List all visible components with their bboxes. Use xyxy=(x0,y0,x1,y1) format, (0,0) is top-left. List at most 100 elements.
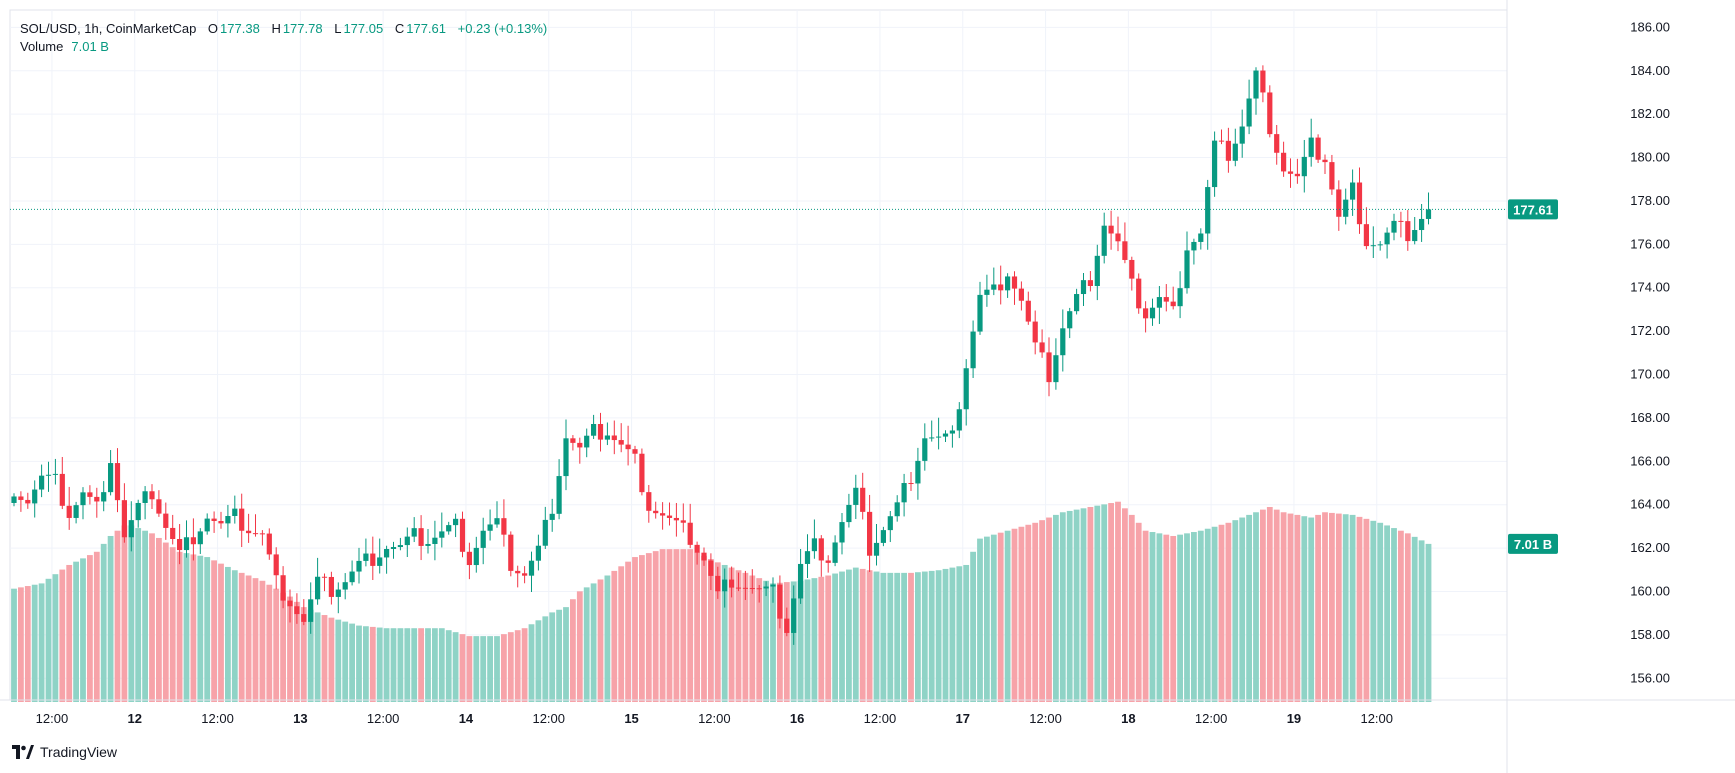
volume-bar xyxy=(921,571,928,702)
volume-bar xyxy=(908,572,914,702)
volume-bar xyxy=(349,623,355,702)
volume-bar xyxy=(783,582,790,702)
candle-body xyxy=(315,576,321,600)
volume-bar xyxy=(935,570,942,702)
candle-body xyxy=(397,545,403,548)
volume-bar xyxy=(162,542,169,702)
volume-bar xyxy=(328,617,335,702)
time-tick-label: 12:00 xyxy=(367,711,400,726)
candle-body xyxy=(818,538,824,561)
volume-bar xyxy=(1239,517,1246,702)
volume-legend[interactable]: Volume 7.01 B xyxy=(20,38,109,56)
volume-bar xyxy=(335,619,342,702)
volume-bar xyxy=(570,599,576,702)
candle-body xyxy=(1322,159,1328,163)
candle-body xyxy=(1115,233,1121,242)
volume-bar xyxy=(487,636,493,702)
candle-body xyxy=(66,505,72,518)
volume-bar xyxy=(204,557,211,702)
candle-body xyxy=(1274,134,1280,153)
candle-body xyxy=(777,584,783,619)
candle-body xyxy=(239,508,245,531)
volume-bar xyxy=(1308,517,1315,702)
candle-body xyxy=(639,453,645,493)
candle-body xyxy=(1053,355,1059,383)
price-tick-label: 170.00 xyxy=(1630,367,1670,382)
candle-body xyxy=(1094,255,1100,286)
volume-bar xyxy=(977,538,983,702)
candle-body xyxy=(1039,342,1045,353)
volume-bar xyxy=(1294,514,1301,702)
volume-bar xyxy=(1377,522,1384,702)
candle-body xyxy=(763,586,769,589)
candle-body xyxy=(266,533,272,555)
volume-bar xyxy=(1232,520,1239,702)
candle-body xyxy=(432,537,438,544)
volume-bar xyxy=(818,576,825,702)
candle-body xyxy=(1060,328,1066,356)
volume-bar xyxy=(887,572,894,702)
candle-body xyxy=(825,560,831,563)
price-tick-label: 158.00 xyxy=(1630,627,1670,642)
candle-body xyxy=(197,531,203,545)
candle-body xyxy=(218,520,224,524)
volume-bar xyxy=(639,555,645,702)
volume-bar xyxy=(542,616,549,702)
candle-body xyxy=(549,513,555,520)
candle-body xyxy=(1067,311,1073,329)
candle-body xyxy=(1177,288,1183,307)
candle-body xyxy=(190,537,196,545)
volume-bar xyxy=(383,628,390,702)
candle-body xyxy=(156,499,162,514)
time-tick-label: 15 xyxy=(624,711,638,726)
candle-body xyxy=(1350,182,1356,200)
candle-body xyxy=(860,487,866,512)
candle-body xyxy=(853,487,859,505)
candle-body xyxy=(1156,297,1162,308)
volume-bar xyxy=(763,580,769,702)
candle-body xyxy=(1087,280,1093,286)
candle-body xyxy=(832,542,838,563)
volume-bar xyxy=(873,571,880,702)
candle-body xyxy=(480,530,486,548)
volume-bar xyxy=(942,568,949,702)
candle-body xyxy=(749,588,755,590)
volume-bar xyxy=(1004,530,1011,702)
volume-bar xyxy=(852,567,859,702)
volume-bar xyxy=(432,628,438,702)
tradingview-brand[interactable]: TradingView xyxy=(12,744,117,760)
candle-body xyxy=(87,492,93,497)
candle-body xyxy=(515,570,521,574)
candle-body xyxy=(308,599,314,622)
volume-bar xyxy=(1411,536,1418,702)
last-price-badge xyxy=(1508,199,1558,220)
volume-bar xyxy=(197,555,204,702)
candle-body xyxy=(183,537,190,551)
candle-body xyxy=(1108,225,1114,234)
price-tick-label: 156.00 xyxy=(1630,670,1670,685)
candle-body xyxy=(328,576,334,597)
volume-bar xyxy=(1335,513,1342,702)
volume-bar xyxy=(266,584,273,702)
candle-body xyxy=(1425,209,1432,219)
volume-bar xyxy=(611,570,618,702)
volume-bar xyxy=(549,612,556,702)
candle-body xyxy=(522,573,528,576)
legend-symbol: SOL/USD, 1h, CoinMarketCap xyxy=(20,21,197,36)
volume-bar xyxy=(1391,528,1397,702)
symbol-legend[interactable]: SOL/USD, 1h, CoinMarketCap O 177.38 H 177.… xyxy=(20,20,549,38)
candle-body xyxy=(370,553,376,566)
volume-bar xyxy=(142,530,148,702)
volume-bar xyxy=(1156,533,1163,702)
candle-body xyxy=(39,475,45,490)
volume-bar xyxy=(1163,534,1170,702)
price-tick-label: 166.00 xyxy=(1630,453,1670,468)
candle-body xyxy=(1122,241,1128,260)
volume-bar xyxy=(425,628,431,702)
candle-body xyxy=(163,513,169,528)
candle-body xyxy=(1412,230,1418,242)
volume-bar xyxy=(404,628,411,702)
volume-bar xyxy=(1039,520,1045,702)
candle-body xyxy=(25,499,31,504)
